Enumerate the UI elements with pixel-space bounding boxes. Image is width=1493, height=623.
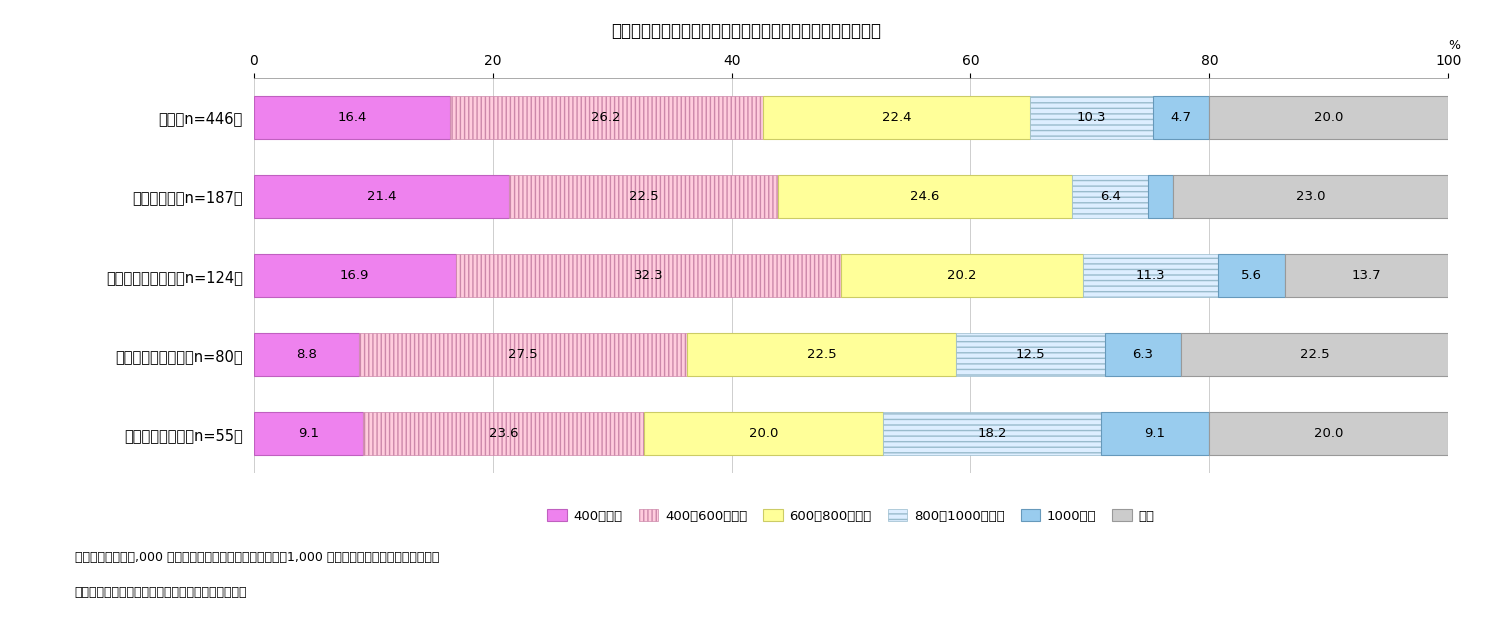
Bar <box>1105 333 1181 376</box>
Text: 6.4: 6.4 <box>1100 190 1121 203</box>
Text: 20.0: 20.0 <box>749 427 778 440</box>
Bar <box>763 96 1030 140</box>
Bar <box>1209 96 1448 140</box>
Text: 22.5: 22.5 <box>629 190 658 203</box>
Text: 24.6: 24.6 <box>911 190 939 203</box>
Bar <box>509 175 778 219</box>
Text: 18.2: 18.2 <box>978 427 1006 440</box>
Bar <box>363 412 645 455</box>
Bar <box>956 333 1105 376</box>
Text: 4.7: 4.7 <box>1171 111 1191 124</box>
Bar <box>1030 96 1153 140</box>
Text: 16.4: 16.4 <box>337 111 366 124</box>
Bar <box>1072 175 1148 219</box>
Bar <box>1209 412 1448 455</box>
Text: 32.3: 32.3 <box>633 269 663 282</box>
Bar <box>254 175 509 219</box>
Text: 23.0: 23.0 <box>1296 190 1326 203</box>
Text: 22.4: 22.4 <box>882 111 911 124</box>
Bar <box>449 96 763 140</box>
Bar <box>358 333 687 376</box>
Bar <box>254 333 358 376</box>
Bar <box>645 412 884 455</box>
Text: 6.3: 6.3 <box>1133 348 1154 361</box>
Text: 9.1: 9.1 <box>1145 427 1166 440</box>
Text: 26.2: 26.2 <box>591 111 621 124</box>
Text: 16.9: 16.9 <box>340 269 369 282</box>
Bar <box>1284 254 1448 297</box>
Bar <box>842 254 1082 297</box>
Text: 22.5: 22.5 <box>1300 348 1330 361</box>
Bar <box>1153 96 1209 140</box>
Bar <box>1181 333 1450 376</box>
Text: %: % <box>1448 39 1460 52</box>
Text: 10.3: 10.3 <box>1076 111 1106 124</box>
Text: 5.6: 5.6 <box>1241 269 1262 282</box>
Text: 12.5: 12.5 <box>1015 348 1045 361</box>
Text: （資料）厄生労働省「令和元年国民生活基礎調査」: （資料）厄生労働省「令和元年国民生活基礎調査」 <box>75 586 248 599</box>
Bar <box>254 96 449 140</box>
Text: 22.5: 22.5 <box>806 348 836 361</box>
Bar <box>884 412 1100 455</box>
Bar <box>778 175 1072 219</box>
Bar <box>1218 254 1284 297</box>
Text: 27.5: 27.5 <box>508 348 537 361</box>
Legend: 400万未満, 400～600万未満, 600～800万未満, 800～1000万未満, 1000万～, 不明: 400万未満, 400～600万未満, 600～800万未満, 800～1000… <box>542 504 1160 528</box>
Text: 20.0: 20.0 <box>1314 111 1344 124</box>
Text: 図表４　子育て世帯のライフステージ別に見た世帯年収分布: 図表４ 子育て世帯のライフステージ別に見た世帯年収分布 <box>612 22 881 40</box>
Text: 8.8: 8.8 <box>296 348 317 361</box>
Text: 9.1: 9.1 <box>297 427 318 440</box>
Bar <box>254 254 455 297</box>
Text: 23.6: 23.6 <box>488 427 518 440</box>
Bar <box>687 333 956 376</box>
Bar <box>1082 254 1218 297</box>
Text: 11.3: 11.3 <box>1135 269 1165 282</box>
Bar <box>455 254 842 297</box>
Text: 20.0: 20.0 <box>1314 427 1344 440</box>
Bar <box>1173 175 1448 219</box>
Bar <box>1100 412 1209 455</box>
Text: 20.2: 20.2 <box>948 269 976 282</box>
Text: 13.7: 13.7 <box>1351 269 1381 282</box>
Bar <box>1148 175 1173 219</box>
Text: 21.4: 21.4 <box>367 190 396 203</box>
Bar <box>254 412 363 455</box>
Text: （注）所得階級１,000 万円以上では世帯数が少ないため、1,000 万円未満より所得金額の幅が広い: （注）所得階級１,000 万円以上では世帯数が少ないため、1,000 万円未満よ… <box>75 551 439 564</box>
